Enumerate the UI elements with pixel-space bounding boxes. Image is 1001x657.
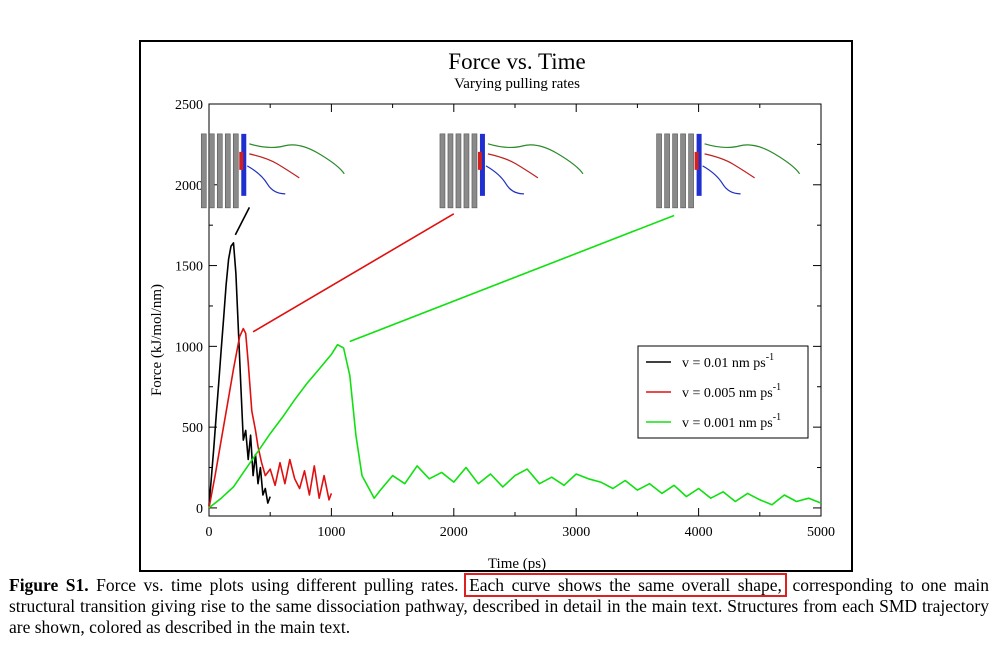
y-tick-label-1: 500 xyxy=(182,421,203,436)
caption-text-after: corresponding to one main structural tra… xyxy=(9,575,989,637)
chart-subtitle: Varying pulling rates xyxy=(454,76,580,92)
sheet-strand xyxy=(688,133,694,209)
caption-highlight: Each curve shows the same overall shape, xyxy=(464,573,787,597)
y-tick-label-5: 2500 xyxy=(175,98,203,113)
series-line-1 xyxy=(208,327,333,509)
red-coil xyxy=(249,153,300,179)
y-tick-label-0: 0 xyxy=(196,502,203,517)
green-coil xyxy=(249,143,345,175)
sheet-strand xyxy=(439,133,446,209)
figure-caption: Figure S1. Force vs. time plots using di… xyxy=(9,573,989,638)
annotation-line-2 xyxy=(349,214,675,343)
blue-strand xyxy=(696,133,702,196)
structure-insets xyxy=(200,133,801,209)
legend-label-1: v = 0.005 nm ps-1 xyxy=(682,382,781,401)
figure-frame: Force vs. Time Varying pulling rates Tim… xyxy=(139,40,853,572)
sheet-strand xyxy=(455,133,462,209)
x-tick-label-4: 4000 xyxy=(685,525,713,540)
sheet-strand xyxy=(216,133,223,209)
sheet-strand xyxy=(672,133,678,209)
legend: v = 0.01 nm ps-1 v = 0.005 nm ps-1 v = 0… xyxy=(637,345,809,439)
y-tick-label-3: 1500 xyxy=(175,260,203,275)
plot-area xyxy=(208,103,822,517)
red-segment xyxy=(477,151,482,170)
blue-coil xyxy=(485,165,524,195)
x-tick-label-3: 3000 xyxy=(562,525,590,540)
sheet-strand xyxy=(463,133,470,209)
blue-strand xyxy=(479,133,485,196)
sheet-strand xyxy=(656,133,662,209)
y-tick-label-2: 1000 xyxy=(175,340,203,355)
red-coil xyxy=(704,153,755,179)
x-tick-label-5: 5000 xyxy=(807,525,835,540)
x-tick-label-1: 1000 xyxy=(317,525,345,540)
red-segment xyxy=(694,151,699,170)
legend-label-2: v = 0.001 nm ps-1 xyxy=(682,412,781,431)
sheet-strand xyxy=(208,133,215,209)
x-axis-label: Time (ps) xyxy=(488,556,546,572)
red-segment xyxy=(239,151,244,170)
axis-ticks: 0 1000 2000 3000 4000 5000 0 500 1000 1500 2000 250… xyxy=(175,98,835,540)
sheet-strand xyxy=(224,133,231,209)
structure-v0.01-picture xyxy=(200,133,345,209)
sheet-strand xyxy=(471,133,478,209)
x-tick-label-0: 0 xyxy=(206,525,213,540)
blue-coil xyxy=(702,165,741,195)
green-coil xyxy=(487,143,584,175)
structure-v0.005-picture xyxy=(439,133,584,209)
caption-lead: Figure S1. xyxy=(9,575,89,595)
blue-strand xyxy=(241,133,247,196)
green-coil xyxy=(704,143,801,175)
caption-text-before: Force vs. time plots using different pul… xyxy=(88,575,467,595)
y-axis-label: Force (kJ/mol/nm) xyxy=(149,284,165,396)
annotation-lines xyxy=(234,207,675,343)
structure-v0.001-picture xyxy=(656,133,801,209)
series-layer xyxy=(208,242,822,509)
sheet-strand xyxy=(232,133,239,209)
red-coil xyxy=(487,153,539,179)
sheet-strand xyxy=(200,133,207,209)
x-tick-label-2: 2000 xyxy=(440,525,468,540)
annotation-line-0 xyxy=(234,207,251,236)
series-line-2 xyxy=(208,343,822,509)
sheet-strand xyxy=(664,133,670,209)
y-tick-label-4: 2000 xyxy=(175,179,203,194)
legend-label-0: v = 0.01 nm ps-1 xyxy=(682,352,774,371)
series-line-0 xyxy=(208,242,271,507)
sheet-strand xyxy=(447,133,454,209)
force-time-chart: Force vs. Time Varying pulling rates Tim… xyxy=(149,49,835,572)
annotation-line-1 xyxy=(252,213,455,333)
blue-coil xyxy=(246,165,286,195)
sheet-strand xyxy=(680,133,686,209)
chart-title: Force vs. Time xyxy=(448,49,585,74)
